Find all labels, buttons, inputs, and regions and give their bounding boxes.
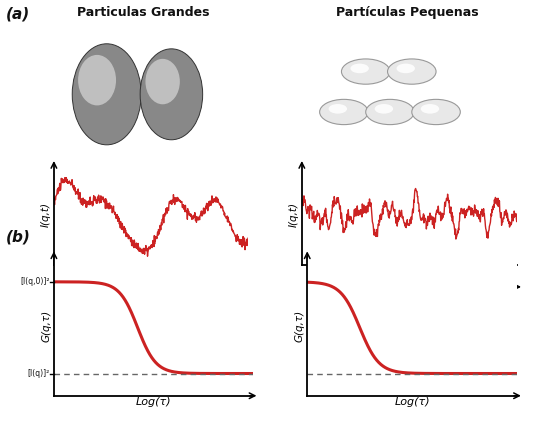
X-axis label: Log(τ): Log(τ) bbox=[136, 397, 171, 407]
Circle shape bbox=[412, 99, 460, 125]
Text: Particulas Grandes: Particulas Grandes bbox=[77, 6, 209, 19]
Y-axis label: I(q,t): I(q,t) bbox=[289, 202, 299, 227]
Circle shape bbox=[421, 104, 439, 114]
X-axis label: Log(τ): Log(τ) bbox=[395, 397, 430, 407]
Circle shape bbox=[388, 59, 436, 84]
Text: Partículas Pequenas: Partículas Pequenas bbox=[336, 6, 478, 19]
X-axis label: t: t bbox=[149, 266, 153, 277]
Text: (b): (b) bbox=[5, 229, 30, 245]
Y-axis label: G(q,τ): G(q,τ) bbox=[41, 310, 51, 342]
Text: [I(q,0)]²: [I(q,0)]² bbox=[20, 277, 50, 286]
Circle shape bbox=[397, 64, 415, 73]
Circle shape bbox=[365, 99, 414, 125]
X-axis label: t: t bbox=[407, 266, 412, 277]
Circle shape bbox=[320, 99, 368, 125]
Ellipse shape bbox=[140, 49, 203, 140]
Text: [I(q)]²: [I(q)]² bbox=[27, 369, 50, 378]
Ellipse shape bbox=[78, 55, 116, 105]
Circle shape bbox=[342, 59, 390, 84]
Ellipse shape bbox=[72, 44, 141, 145]
Circle shape bbox=[329, 104, 347, 114]
Y-axis label: G(q,τ): G(q,τ) bbox=[294, 310, 305, 342]
Circle shape bbox=[350, 64, 369, 73]
Circle shape bbox=[375, 104, 393, 114]
Y-axis label: I(q,t): I(q,t) bbox=[41, 202, 51, 227]
Text: (a): (a) bbox=[5, 6, 30, 21]
Ellipse shape bbox=[146, 59, 180, 104]
